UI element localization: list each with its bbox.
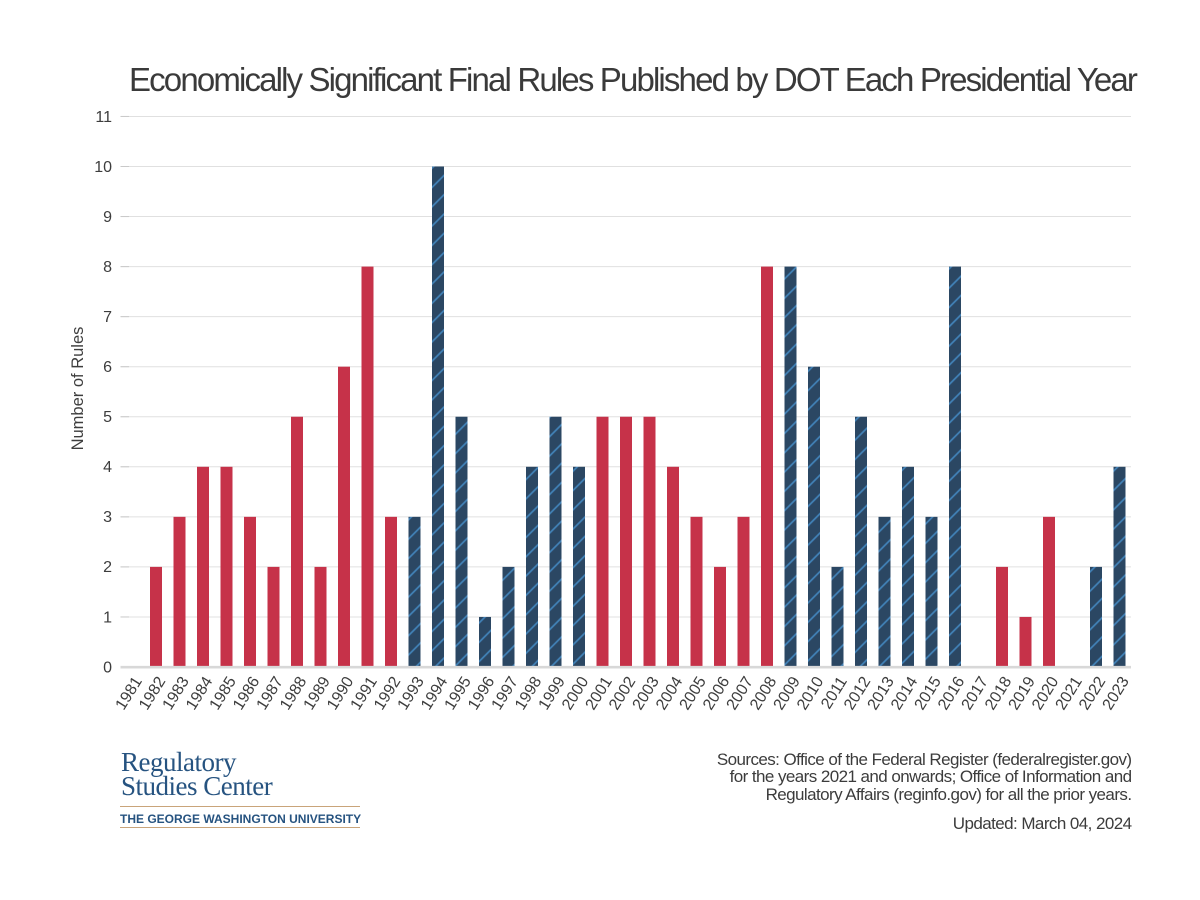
svg-text:0: 0 (103, 659, 112, 676)
svg-text:2010: 2010 (794, 674, 827, 713)
svg-text:2023: 2023 (1100, 674, 1133, 713)
svg-text:2: 2 (103, 559, 112, 576)
svg-text:9: 9 (103, 209, 112, 226)
svg-text:4: 4 (103, 459, 112, 476)
svg-text:8: 8 (103, 259, 112, 276)
svg-text:1: 1 (103, 609, 112, 626)
svg-text:11: 11 (95, 109, 112, 126)
svg-text:10: 10 (94, 159, 112, 176)
svg-text:6: 6 (103, 359, 112, 376)
svg-text:3: 3 (103, 509, 112, 526)
svg-text:5: 5 (103, 409, 112, 426)
svg-text:7: 7 (103, 309, 112, 326)
svg-text:Number of Rules: Number of Rules (69, 327, 87, 451)
